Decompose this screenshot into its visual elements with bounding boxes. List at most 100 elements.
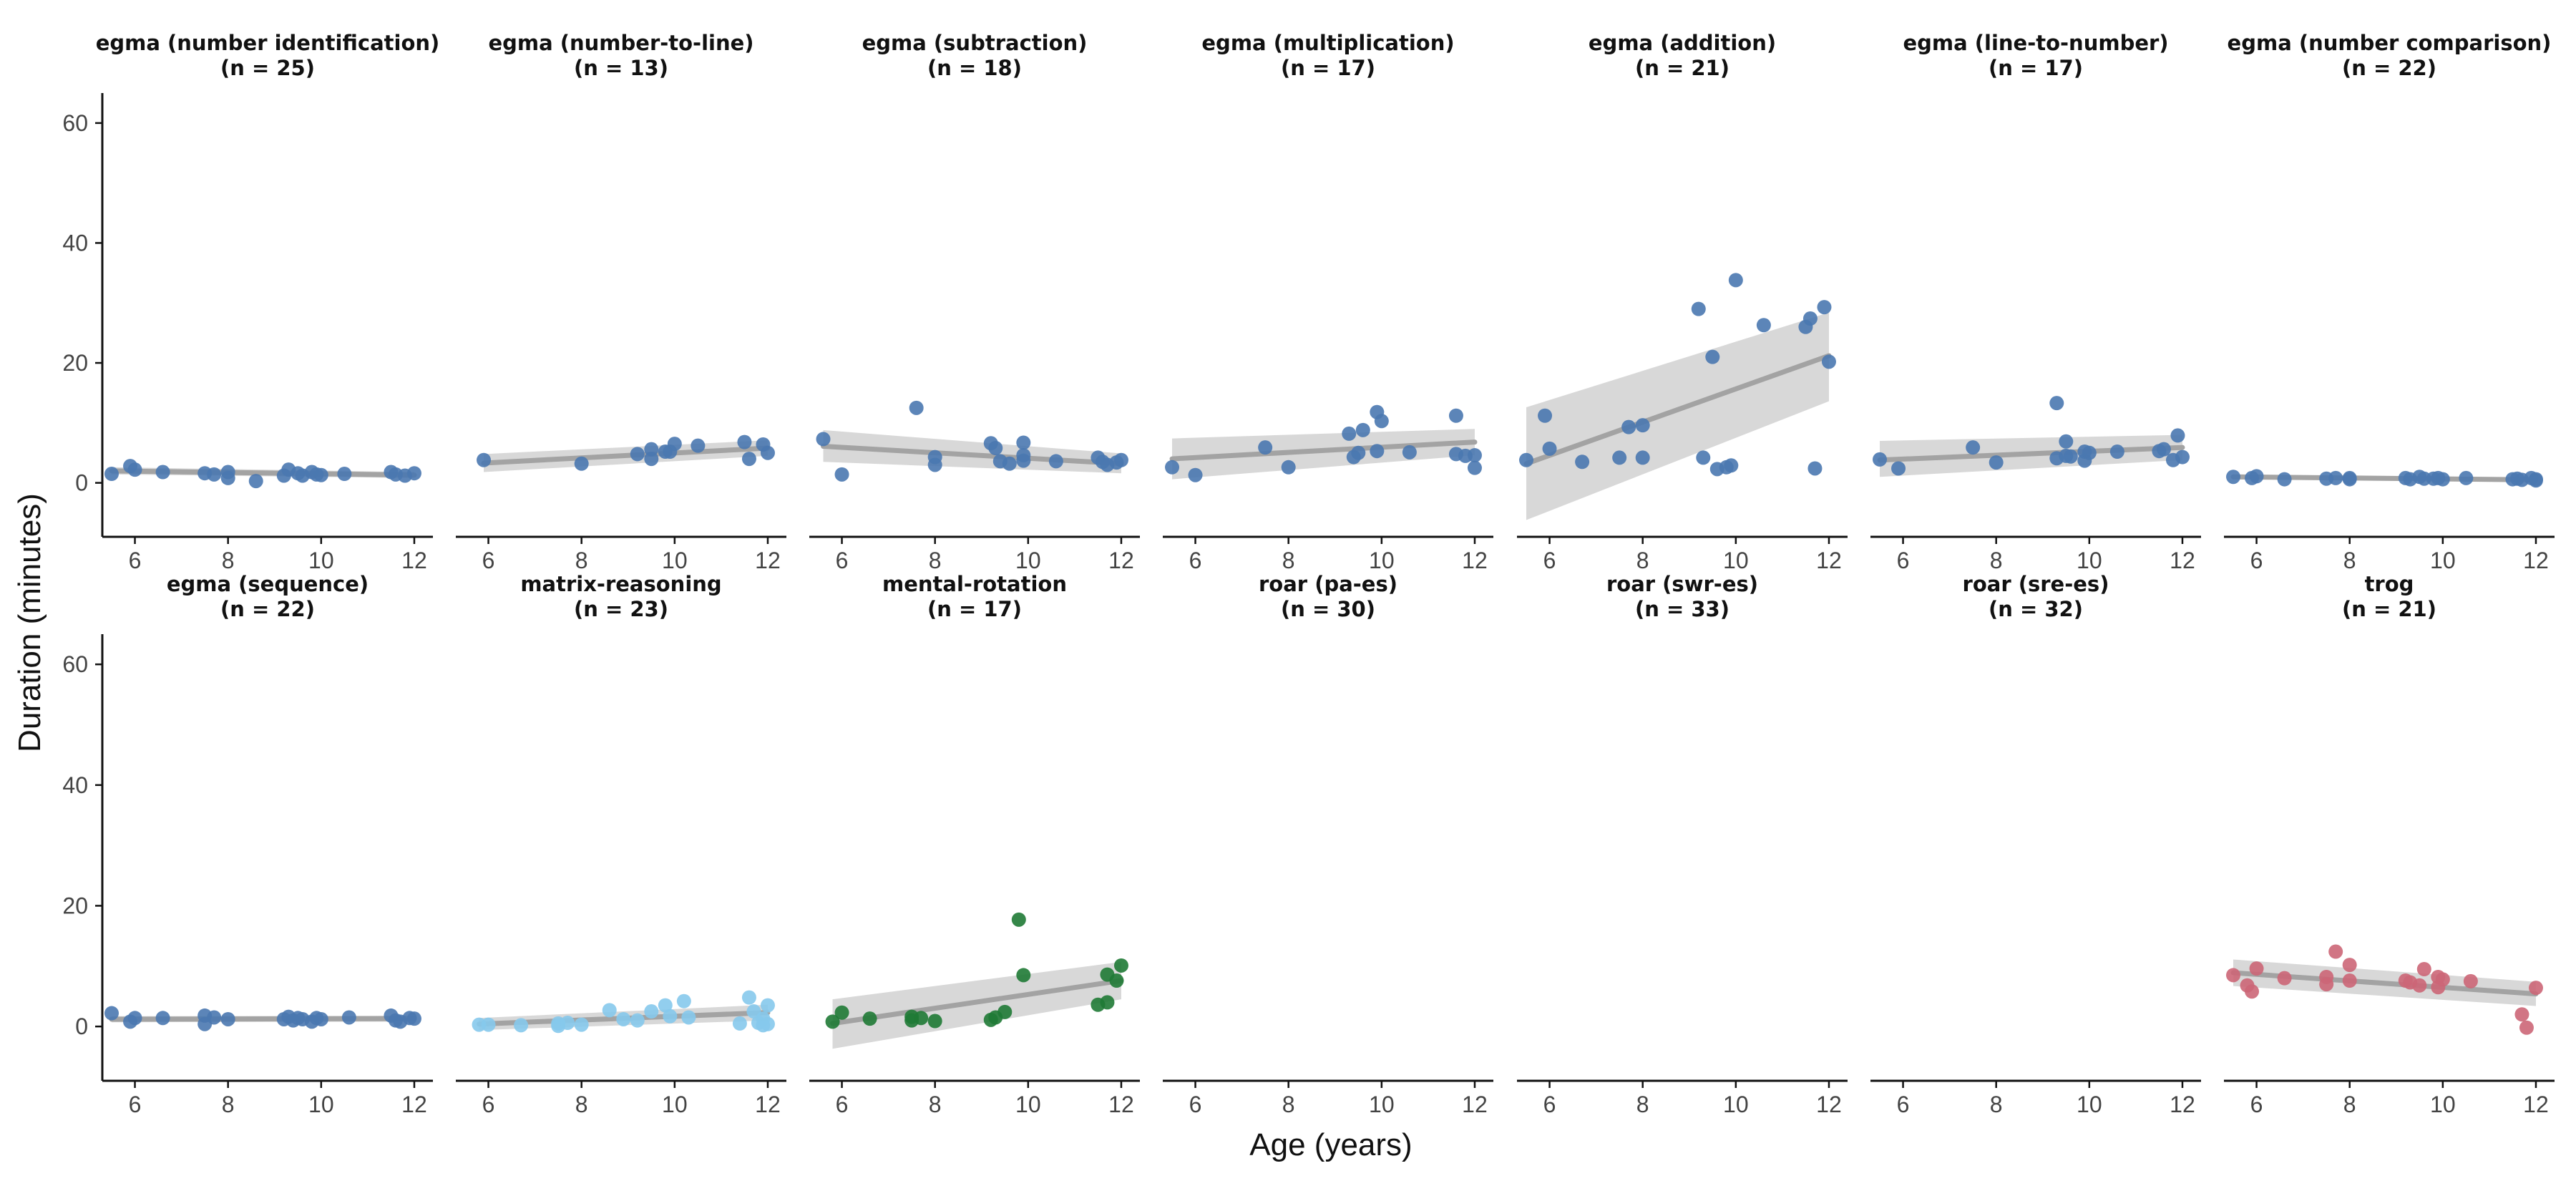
x-tick-label: 6 (1189, 1092, 1202, 1117)
panel-title: egma (number comparison) (2228, 31, 2552, 55)
data-point (1448, 408, 1463, 423)
data-point (1258, 440, 1273, 455)
facet-panel: egma (number comparison)(n = 22) 6 8 10 12 (2224, 31, 2555, 573)
data-point (741, 452, 756, 467)
panel-title: roar (swr-es) (1606, 572, 1758, 596)
data-point (1002, 456, 1017, 471)
panel-n-label: (n = 21) (1635, 56, 1729, 80)
facet-panel: matrix-reasoning(n = 23) 6 8 10 12 (456, 572, 786, 1117)
data-point (155, 1011, 170, 1026)
panel-title: mental-rotation (882, 572, 1067, 596)
x-tick-label: 8 (575, 548, 588, 573)
data-point (207, 1010, 222, 1025)
data-point (1542, 441, 1557, 456)
data-point (2277, 971, 2292, 986)
facet-panel: egma (sequence)(n = 22) 6 8 10 12 0 20 40 60 (62, 572, 433, 1117)
data-point (406, 466, 421, 481)
data-point (1989, 455, 2004, 470)
x-tick-label: 6 (1543, 548, 1556, 573)
data-point (1100, 995, 1115, 1010)
data-point (1691, 301, 1706, 316)
data-point (2342, 973, 2357, 988)
data-point (1756, 318, 1771, 333)
x-tick-label: 6 (482, 548, 495, 573)
panel-n-label: (n = 32) (1989, 597, 2083, 621)
data-point (1011, 912, 1026, 927)
panel-title: roar (pa-es) (1259, 572, 1397, 596)
data-point (1467, 448, 1482, 463)
panel-title: egma (number-to-line) (488, 31, 753, 55)
facet-panel: roar (sre-es)(n = 32) 6 8 10 12 (1870, 572, 2201, 1117)
panel-n-label: (n = 18) (927, 56, 1022, 80)
x-tick-label: 10 (662, 548, 688, 573)
data-point (1705, 349, 1720, 364)
x-tick-label: 12 (2170, 548, 2195, 573)
data-point (1966, 440, 1981, 455)
data-point (1821, 354, 1836, 369)
data-point (2463, 973, 2478, 988)
x-tick-label: 6 (482, 1092, 495, 1117)
facet-panel: trog(n = 21) 6 8 10 12 (2224, 572, 2555, 1117)
data-point (2226, 470, 2241, 485)
data-point (2175, 449, 2190, 465)
x-tick-label: 8 (575, 1092, 588, 1117)
data-point (1109, 973, 1124, 988)
data-point (834, 1005, 849, 1020)
data-point (2412, 978, 2427, 993)
x-tick-label: 6 (1897, 548, 1910, 573)
data-point (1728, 273, 1743, 288)
data-point (1342, 426, 1357, 441)
y-tick-label: 40 (62, 230, 88, 256)
facet-panel: egma (line-to-number)(n = 17) 6 8 10 12 (1870, 31, 2201, 573)
panel-n-label: (n = 21) (2342, 597, 2436, 621)
trend-line (821, 443, 1124, 467)
data-point (2435, 972, 2450, 987)
facet-panel: roar (pa-es)(n = 30) 6 8 10 12 (1163, 572, 1493, 1117)
data-point (927, 1014, 942, 1029)
data-point (1519, 452, 1534, 467)
data-point (927, 457, 942, 472)
trend-line (830, 978, 1124, 1026)
x-tick-label: 12 (755, 548, 781, 573)
data-point (681, 1010, 696, 1025)
data-point (741, 990, 756, 1005)
data-point (602, 1003, 617, 1018)
data-point (207, 467, 222, 482)
x-tick-label: 12 (401, 1092, 427, 1117)
data-point (914, 1011, 929, 1026)
x-tick-label: 8 (222, 548, 235, 573)
x-tick-label: 10 (1015, 548, 1041, 573)
data-point (2459, 470, 2474, 485)
panel-n-label: (n = 33) (1635, 597, 1729, 621)
data-point (1873, 452, 1888, 467)
data-point (2226, 968, 2241, 983)
data-point (2063, 449, 2078, 464)
trend-line (1523, 353, 1832, 467)
panel-title: trog (2365, 572, 2414, 596)
x-tick-label: 12 (2523, 1092, 2549, 1117)
data-point (2319, 977, 2334, 992)
data-point (2249, 469, 2264, 484)
confidence-band (823, 429, 1121, 474)
x-tick-label: 6 (129, 1092, 142, 1117)
data-point (337, 467, 352, 482)
x-tick-label: 8 (1990, 548, 2003, 573)
x-tick-label: 10 (1369, 1092, 1395, 1117)
x-tick-label: 10 (1015, 1092, 1041, 1117)
data-point (2170, 428, 2185, 443)
data-point (862, 1011, 877, 1026)
data-point (2277, 472, 2292, 487)
data-point (1402, 444, 1417, 460)
data-point (1281, 460, 1296, 475)
x-tick-label: 6 (836, 548, 849, 573)
panel-title: matrix-reasoning (520, 572, 721, 596)
data-point (313, 1011, 328, 1026)
data-point (760, 445, 775, 460)
x-tick-label: 6 (1543, 1092, 1556, 1117)
data-point (104, 467, 119, 482)
facet-panel: egma (multiplication)(n = 17) 6 8 10 12 (1163, 31, 1493, 573)
data-point (1575, 455, 1590, 470)
data-point (2342, 472, 2357, 487)
x-tick-label: 10 (1723, 548, 1749, 573)
data-point (2528, 981, 2543, 996)
